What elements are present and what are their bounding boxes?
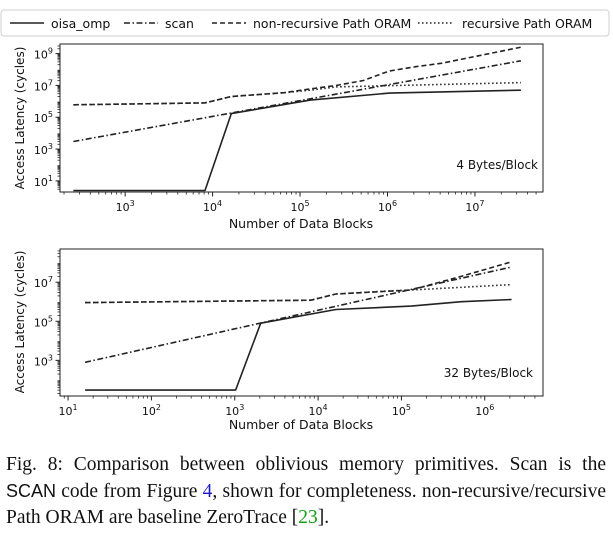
x-tick-label: 102 [142,403,161,418]
y-tick-label: 107 [34,78,53,93]
x-tick-label: 103 [225,403,244,418]
y-tick-label: 103 [34,353,53,368]
caption-text-1: Comparison between oblivious memory prim… [62,454,606,475]
series-line-scan [73,60,522,143]
y-tick-label: 101 [34,174,53,189]
legend-label-recursive: recursive Path ORAM [462,16,592,31]
caption-fig-label: Fig. 8: [6,454,63,475]
chart-panel-32-bytes: 101 102 103 104 105 106 103 105 107 32 Bytes/Blo… [13,248,544,432]
series-line-non-recursive-path-oram [73,46,522,106]
y-tick-label: 107 [34,275,53,290]
series-line-recursive-path-oram [73,81,521,106]
legend: oisa_omp scan non-recursive Path ORAM re… [0,9,610,37]
axis-ticks: 103 104 105 106 107 101 103 105 107 109 [34,45,537,214]
series-group [84,261,512,391]
y-axis-label: Access Latency (cycles) [13,251,27,394]
x-tick-label: 106 [378,199,397,214]
x-tick-label: 105 [290,199,309,214]
figure-caption: Fig. 8: Comparison between oblivious mem… [6,452,606,531]
caption-text-2: code from Figure [56,481,203,502]
citation-link[interactable]: 23 [298,507,318,528]
y-tick-label: 105 [34,314,53,329]
panel-label: 32 Bytes/Block [444,366,533,380]
x-tick-label: 107 [465,199,484,214]
y-tick-label: 105 [34,110,53,125]
x-tick-label: 105 [392,403,411,418]
figure-reference-link[interactable]: 4 [202,481,213,502]
caption-text-4: ]. [317,507,330,528]
series-group [73,46,522,192]
y-tick-label: 109 [34,47,53,62]
x-tick-label: 104 [203,199,222,214]
x-tick-label: 104 [309,403,328,418]
y-axis-label: Access Latency (cycles) [13,47,27,190]
series-line-recursive-path-oram [85,283,512,304]
figure: oisa_omp scan non-recursive Path ORAM re… [0,9,610,432]
chart-panel-4-bytes: 103 104 105 106 107 101 103 105 107 109 4 Bytes/B… [13,43,544,231]
x-tick-label: 106 [475,403,494,418]
caption-text-3: , shown for completeness. non-recursive/… [6,481,606,528]
series-line-oisa-omp [85,298,512,391]
x-axis-label: Number of Data Blocks [229,216,373,231]
y-tick-label: 103 [34,142,53,157]
x-axis-label: Number of Data Blocks [229,417,373,432]
caption-scan-code: SCAN [6,481,57,501]
x-tick-label: 103 [116,199,135,214]
x-tick-label: 101 [59,403,78,418]
series-line-non-recursive-path-oram [85,261,512,304]
series-line-oisa-omp [73,89,521,192]
panel-label: 4 Bytes/Block [456,158,538,172]
legend-label-non-recursive: non-recursive Path ORAM [253,16,411,31]
series-line-scan [84,266,512,364]
legend-label-oisa-omp: oisa_omp [51,16,110,31]
legend-label-scan: scan [165,16,194,31]
